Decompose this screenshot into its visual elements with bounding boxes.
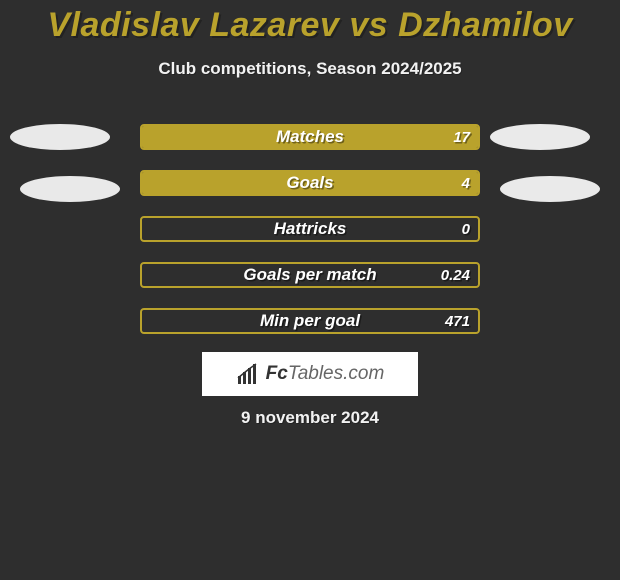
watermark-text: FcTables.com: [266, 363, 385, 385]
comparison-bars: Matches17 Goals4 Hattricks0 Goals per match…: [140, 124, 480, 334]
comparison-bar: Goals4: [140, 170, 480, 196]
bar-label: Goals: [142, 172, 478, 194]
right-ellipse: [500, 176, 600, 202]
left-ellipse: [10, 124, 110, 150]
bar-label: Hattricks: [142, 218, 478, 240]
comparison-bar: Hattricks0: [140, 216, 480, 242]
right-ellipse: [490, 124, 590, 150]
page-subtitle: Club competitions, Season 2024/2025: [0, 59, 620, 79]
bars-icon: [236, 362, 260, 386]
comparison-bar: Matches17: [140, 124, 480, 150]
bar-value: 17: [453, 126, 470, 148]
bar-value: 4: [462, 172, 470, 194]
watermark-text-b: Tables: [288, 363, 343, 384]
comparison-bar: Goals per match0.24: [140, 262, 480, 288]
bar-label: Goals per match: [142, 264, 478, 286]
bar-value: 0: [462, 218, 470, 240]
page-title: Vladislav Lazarev vs Dzhamilov: [0, 0, 620, 45]
page-root: Vladislav Lazarev vs Dzhamilov Club comp…: [0, 0, 620, 580]
bar-value: 471: [445, 310, 470, 332]
left-ellipse: [20, 176, 120, 202]
watermark-logo: FcTables.com: [202, 352, 418, 396]
watermark-text-c: .com: [343, 363, 384, 384]
bar-label: Matches: [142, 126, 478, 148]
bar-value: 0.24: [441, 264, 470, 286]
bar-label: Min per goal: [142, 310, 478, 332]
comparison-bar: Min per goal471: [140, 308, 480, 334]
snapshot-date: 9 november 2024: [0, 408, 620, 428]
watermark-text-a: Fc: [266, 363, 288, 384]
